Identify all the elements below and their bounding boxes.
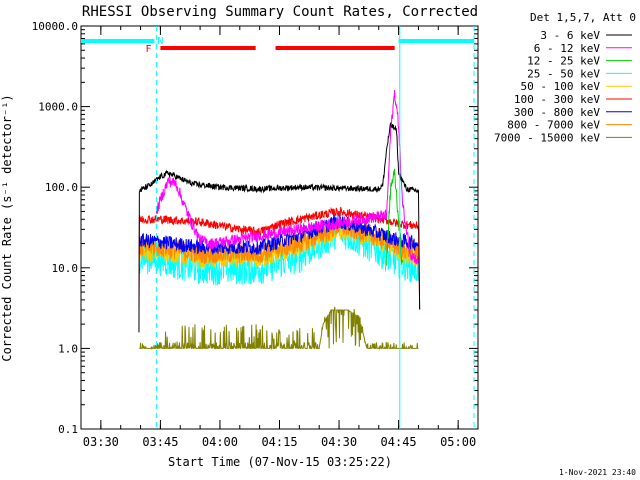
legend-label: 7000 - 15000 keV [494,131,600,144]
series-line [155,90,419,265]
y-tick-label: 1.0 [58,342,78,355]
y-tick-label: 10.0 [52,262,79,275]
x-tick-label: 05:00 [440,435,476,449]
series-line [138,122,421,333]
legend-label: 6 - 12 keV [534,42,601,55]
legend-title: Det 1,5,7, Att 0 [530,11,636,24]
x-tick-label: 04:15 [261,435,297,449]
y-tick-label: 1000.0 [38,101,78,114]
series-line [138,206,421,311]
flag-letter: N [157,36,163,47]
x-tick-label: 04:00 [202,435,238,449]
y-axis-title: Corrected Count Rate (s⁻¹ detector⁻¹) [0,94,14,361]
x-tick-label: 04:45 [381,435,417,449]
flag-letter: F [145,44,151,55]
legend-label: 25 - 50 keV [527,67,600,80]
series-line [138,214,419,256]
flag-bar-segment [160,46,256,50]
y-tick-label: 100.0 [45,181,78,194]
plot-area: 0.1 1.0 10.0 100.0 1000.0 10000.0 03:30 03:45 04… [32,20,479,449]
legend-label: 50 - 100 keV [521,80,601,93]
flag-bar-segment [398,39,475,43]
legend-label: 100 - 300 keV [514,93,600,106]
flag-bar-segment [81,39,155,43]
x-tick-label: 03:30 [83,435,119,449]
flag-bar-segment [275,46,395,50]
y-tick-label: 10000.0 [32,20,78,33]
legend-label: 12 - 25 keV [527,55,600,68]
legend-label: 300 - 800 keV [514,106,600,119]
series-line [139,306,419,351]
legend-label: 3 - 6 keV [540,29,600,42]
x-tick-label: 04:30 [321,435,357,449]
x-axis-title: Start Time (07-Nov-15 03:25:22) [168,455,392,469]
y-tick-label: 0.1 [58,423,78,436]
chart-title: RHESSI Observing Summary Count Rates, Co… [82,4,478,20]
legend-label: 800 - 7000 keV [507,119,600,132]
footer-timestamp: 1-Nov-2021 23:40 [559,468,636,477]
x-tick-label: 03:45 [142,435,178,449]
